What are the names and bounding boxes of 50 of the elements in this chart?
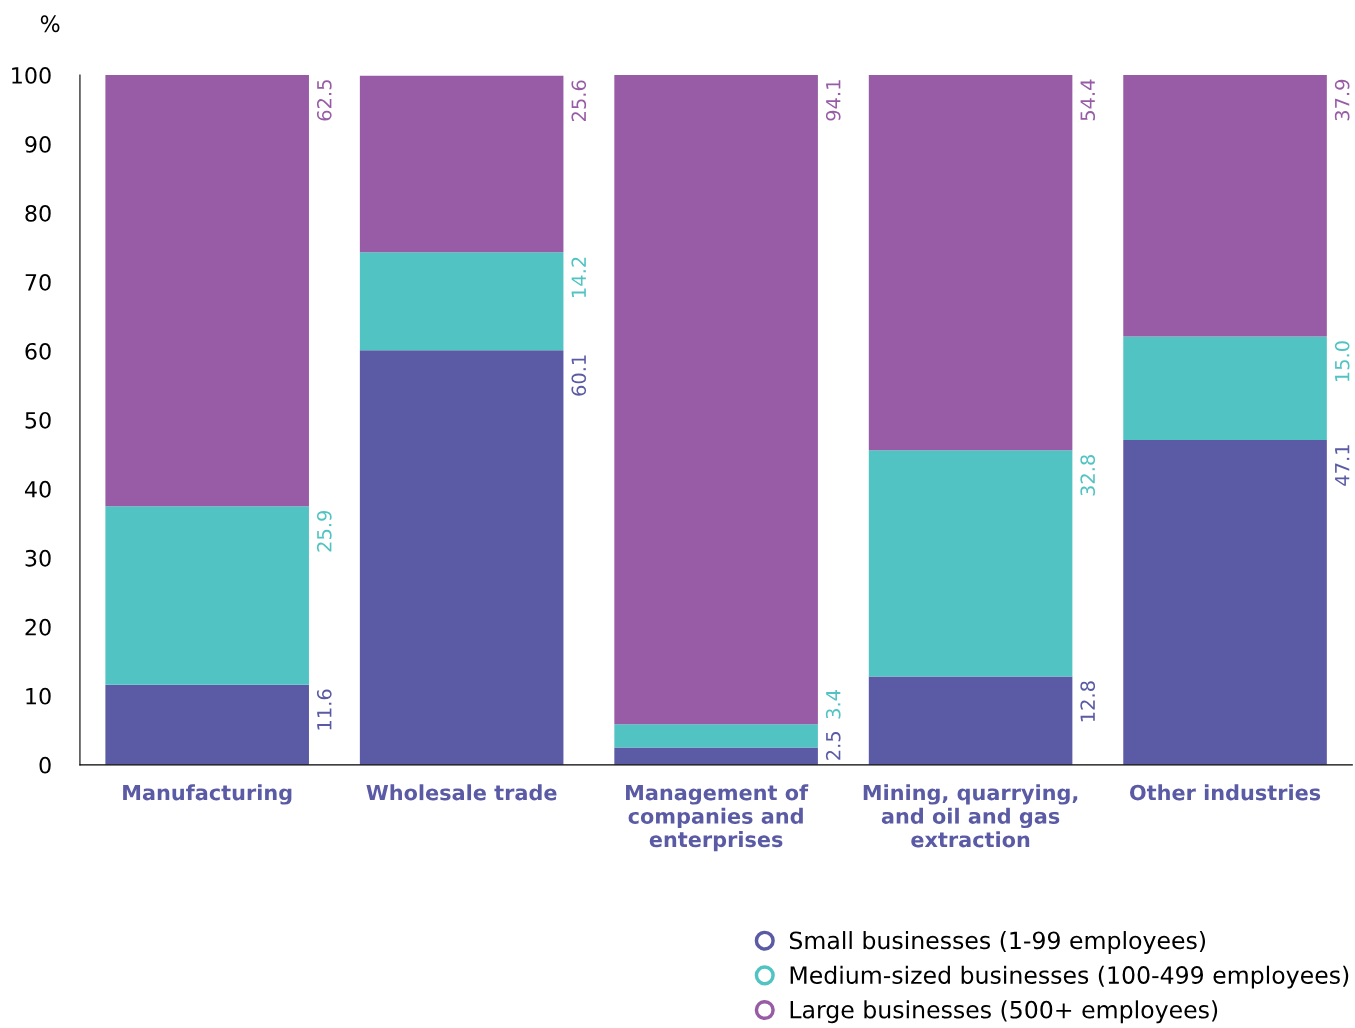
data-label: 15.0: [1334, 341, 1350, 382]
x-tick-label: Other industries: [1130, 784, 1321, 801]
y-tick-label: 10: [26, 687, 51, 705]
x-tick-label: Manufacturing: [123, 784, 292, 805]
y-tick-label: 90: [25, 135, 51, 153]
data-label: 94.1: [825, 80, 841, 121]
bar: [359, 75, 564, 253]
data-label: 25.9: [316, 510, 332, 552]
bar: [1123, 439, 1327, 765]
data-label: 47.1: [1335, 445, 1350, 486]
data-label: 12.8: [1080, 681, 1096, 722]
bar: [105, 684, 309, 765]
data-label: 60.1: [571, 355, 587, 396]
data-label: 11.6: [316, 689, 332, 730]
bar: [105, 75, 309, 507]
y-tick-label: 70: [25, 273, 51, 291]
bar: [614, 724, 818, 748]
data-label: 2.5: [825, 732, 841, 760]
x-tick-label: Wholesale trade: [366, 784, 557, 801]
y-tick-label: 100: [12, 66, 51, 84]
y-tick-label: 20: [25, 618, 51, 636]
y-tick-label: 50: [25, 411, 51, 429]
legend-label: Large businesses (500+ employees): [790, 1000, 1218, 1024]
y-tick-label: 80: [25, 204, 51, 222]
y-tick-label: 40: [24, 480, 51, 498]
bar: [359, 252, 564, 351]
data-label: 14.2: [571, 257, 586, 297]
y-tick-label: 0: [39, 756, 51, 774]
x-tick-label: Mining, quarrying, and oil and gas extraction: [863, 784, 1078, 848]
data-label: 25.6: [571, 80, 587, 122]
bar: [868, 450, 1073, 677]
bar: [614, 747, 818, 765]
bar: [614, 75, 818, 725]
data-label: 37.9: [1334, 79, 1350, 121]
y-tick-label: 60: [25, 342, 51, 360]
legend-label: Small businesses (1-99 employees): [789, 931, 1206, 954]
y-axis-title: %: [40, 15, 60, 33]
y-tick-label: 30: [25, 549, 51, 567]
data-label: 32.8: [1080, 455, 1096, 496]
bar: [105, 506, 309, 685]
legend-label: Medium-sized businesses (100-499 employees): [790, 965, 1349, 989]
bar: [1123, 336, 1327, 440]
bar: [1123, 75, 1327, 337]
bar: [359, 350, 564, 765]
x-tick-label: Management of companies and enterprises: [626, 784, 809, 852]
bar: [868, 75, 1073, 451]
data-label: 62.5: [316, 80, 332, 121]
data-label: 3.4: [825, 690, 841, 719]
data-label: 54.4: [1080, 79, 1096, 121]
bar: [868, 676, 1073, 765]
